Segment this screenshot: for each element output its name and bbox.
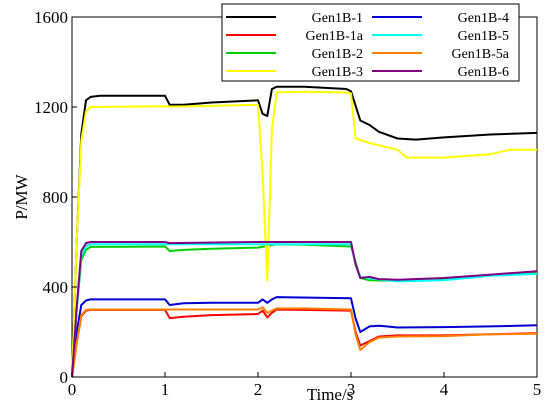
y-tick-label: 0 [60, 368, 69, 387]
y-tick-label: 800 [43, 188, 69, 207]
ticks-layer: 0 1 2 3 4 5 0 400 800 1200 1600 [34, 8, 541, 399]
y-axis-label: P/MW [12, 173, 31, 219]
series-layer [71, 85, 538, 378]
legend-label-gen1b-1: Gen1B-1 [312, 11, 363, 26]
legend-label-gen1b-6: Gen1B-6 [458, 65, 509, 80]
legend-label-gen1b-1a: Gen1B-1a [305, 29, 363, 44]
x-tick-label: 5 [533, 380, 542, 399]
x-axis-label: Time/s [307, 385, 354, 404]
series-line-gen1b-3 [71, 90, 537, 378]
x-tick-label: 1 [161, 380, 170, 399]
y-tick-label: 1200 [34, 98, 68, 117]
y-tick-label: 1600 [34, 8, 68, 27]
legend-label-gen1b-5a: Gen1B-5a [451, 47, 509, 62]
y-tick-label: 400 [43, 278, 69, 297]
x-tick-label: 2 [254, 380, 263, 399]
x-tick-label: 3 [347, 380, 356, 399]
legend: Gen1B-1 Gen1B-1a Gen1B-2 Gen1B-3 Gen1B-4 Gen1… [221, 3, 520, 82]
legend-label-gen1b-3: Gen1B-3 [312, 65, 363, 80]
x-tick-label: 4 [440, 380, 449, 399]
series-line-gen1b-4 [71, 296, 538, 378]
x-tick-label: 0 [68, 380, 77, 399]
legend-label-gen1b-4: Gen1B-4 [458, 11, 509, 26]
legend-label-gen1b-2: Gen1B-2 [312, 47, 363, 62]
series-line-gen1b-5a [71, 306, 538, 378]
series-line-gen1b-6 [71, 241, 538, 378]
series-line-gen1b-1 [71, 85, 538, 378]
legend-label-gen1b-5: Gen1B-5 [458, 29, 509, 44]
